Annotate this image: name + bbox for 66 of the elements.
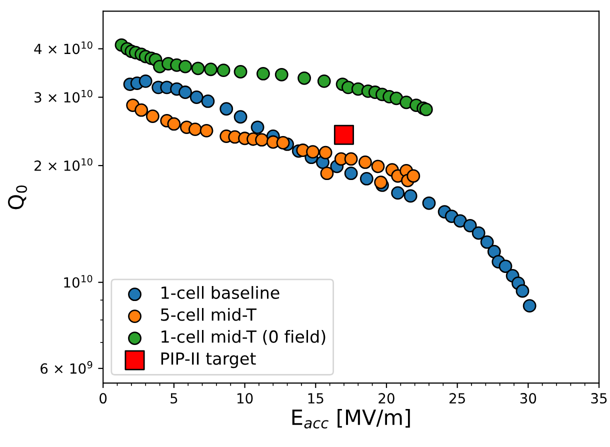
point: [498, 260, 512, 273]
point: [344, 152, 358, 166]
point: [360, 172, 374, 186]
y-tick-label: 4 × 10$^{10}$: [34, 41, 92, 54]
point: [317, 74, 331, 88]
y-tick-label: 6 × 10$^{9}$: [40, 361, 92, 374]
point: [178, 60, 192, 74]
point: [334, 124, 354, 145]
point: [320, 166, 334, 180]
point: [358, 156, 372, 169]
y-tick-label: 10$^{10}$: [64, 274, 92, 288]
point: [391, 186, 405, 200]
point: [472, 226, 486, 240]
point: [256, 66, 270, 80]
point: [453, 214, 467, 228]
legend-label: PIP-II target: [161, 352, 256, 368]
point: [201, 94, 215, 108]
point: [344, 166, 358, 180]
point: [480, 235, 494, 249]
x-tick-label: 10: [237, 393, 253, 404]
x-tick-label: 0: [100, 393, 107, 404]
point: [167, 117, 181, 131]
x-tick-label: 35: [591, 393, 607, 404]
x-axis-title: E$_{acc}$ [MV/m]: [292, 409, 410, 428]
point: [276, 136, 290, 150]
point: [200, 124, 214, 138]
point: [419, 102, 433, 116]
point: [178, 86, 192, 99]
point: [234, 110, 248, 124]
point: [318, 146, 332, 160]
point: [422, 196, 436, 210]
point: [298, 71, 312, 85]
point: [522, 299, 536, 313]
point: [255, 133, 268, 147]
point: [188, 122, 202, 136]
point: [204, 62, 218, 76]
point: [146, 110, 160, 123]
x-tick-label: 20: [378, 393, 394, 404]
y-tick-label: 3 × 10$^{10}$: [34, 90, 92, 103]
point: [463, 218, 477, 232]
point: [191, 62, 205, 76]
point: [487, 244, 501, 258]
point: [216, 64, 230, 78]
x-tick-label: 5: [170, 393, 178, 404]
point: [306, 145, 320, 159]
y-tick-label: 2 × 10$^{10}$: [34, 158, 92, 171]
x-tick-label: 25: [450, 393, 465, 404]
point: [390, 92, 404, 106]
legend-label: 1-cell mid-T (0 field): [162, 330, 326, 345]
point: [190, 90, 204, 104]
y-axis-title: Q$_{0}$: [8, 185, 28, 210]
point: [134, 103, 148, 117]
point: [234, 65, 248, 78]
point: [374, 176, 388, 190]
point: [274, 68, 288, 82]
point: [404, 189, 418, 203]
point: [250, 120, 264, 134]
x-tick-label: 30: [520, 393, 536, 404]
point: [220, 102, 234, 116]
point: [516, 284, 530, 298]
legend-label: 1-cell baseline: [162, 286, 280, 299]
legend-label: 5-cell mid-T: [161, 308, 257, 321]
point: [138, 74, 152, 88]
x-tick-label: 15: [308, 393, 324, 404]
point: [406, 169, 420, 183]
point: [371, 160, 385, 174]
